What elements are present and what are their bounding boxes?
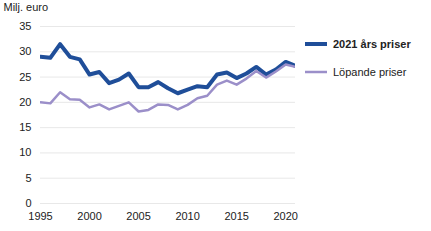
- svg-text:10: 10: [19, 146, 31, 158]
- svg-text:0: 0: [25, 197, 31, 209]
- svg-text:25: 25: [19, 71, 31, 83]
- svg-text:2000: 2000: [77, 210, 101, 222]
- svg-text:2010: 2010: [175, 210, 199, 222]
- html-text:2021 års priser: 2021 års priser: [333, 38, 411, 50]
- svg-text:2020: 2020: [273, 210, 297, 222]
- svg-text:2005: 2005: [126, 210, 150, 222]
- svg-text:30: 30: [19, 45, 31, 57]
- svg-text:1995: 1995: [28, 210, 52, 222]
- svg-text:35: 35: [19, 20, 31, 32]
- svg-text:2015: 2015: [224, 210, 248, 222]
- svg-text:5: 5: [25, 172, 31, 184]
- svg-text:15: 15: [19, 121, 31, 133]
- svg-text:Milj. euro: Milj. euro: [4, 1, 49, 13]
- html-text:Löpande priser: Löpande priser: [333, 66, 407, 78]
- svg-text:20: 20: [19, 96, 31, 108]
